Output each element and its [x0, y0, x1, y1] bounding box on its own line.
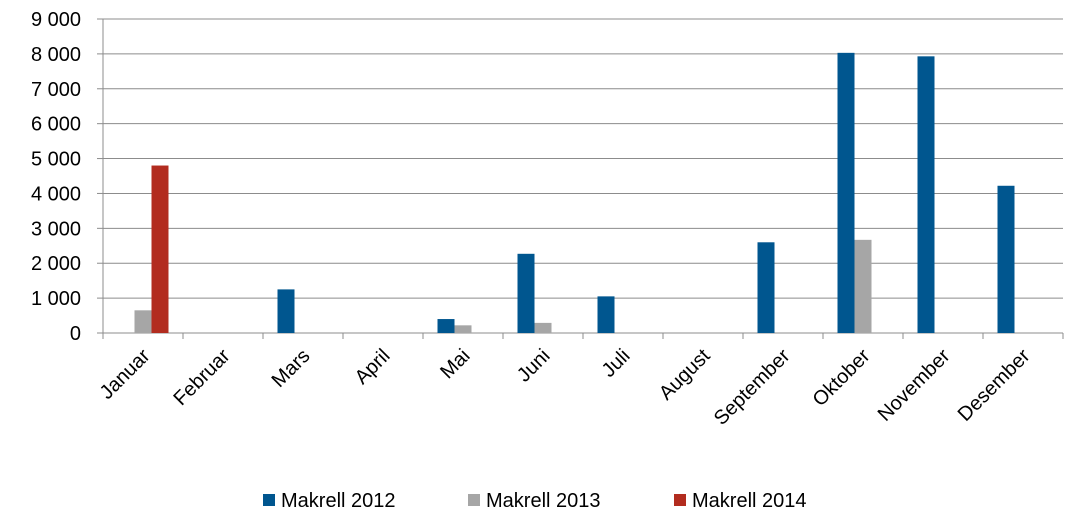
y-tick-label: 5 000 [31, 149, 81, 171]
y-tick-label: 0 [70, 323, 81, 345]
legend-swatch [263, 494, 275, 506]
legend-label: Makrell 2013 [486, 490, 601, 512]
bar [454, 325, 472, 333]
y-tick-label: 3 000 [31, 218, 81, 240]
x-tick-label: Mai [436, 345, 474, 383]
x-tick-label: Oktober [809, 345, 875, 411]
bar [854, 239, 872, 333]
bar [597, 296, 615, 333]
legend-label: Makrell 2014 [692, 490, 807, 512]
bar [757, 242, 775, 333]
y-tick-label: 2 000 [31, 253, 81, 275]
y-tick-label: 4 000 [31, 183, 81, 205]
y-tick-label: 8 000 [31, 44, 81, 66]
bar [997, 185, 1015, 333]
bar [517, 253, 535, 333]
x-tick-label: Juni [513, 345, 555, 387]
legend-swatch [468, 494, 480, 506]
x-tick-label: Juli [598, 345, 635, 382]
legend-label: Makrell 2012 [281, 490, 396, 512]
y-tick-label: 1 000 [31, 288, 81, 310]
x-tick-label: November [874, 345, 955, 426]
bar [277, 289, 295, 333]
x-tick-label: Desember [954, 345, 1035, 426]
x-tick-label: Mars [268, 345, 315, 392]
bar [534, 322, 552, 333]
x-tick-label: August [655, 345, 715, 405]
y-tick-label: 7 000 [31, 79, 81, 101]
bar [837, 52, 855, 333]
x-tick-label: September [710, 345, 795, 430]
bar [134, 310, 152, 333]
x-tick-label: April [351, 345, 395, 389]
bar [437, 319, 455, 333]
y-tick-label: 9 000 [31, 9, 81, 31]
bar [917, 56, 935, 333]
y-tick-label: 6 000 [31, 114, 81, 136]
legend-swatch [674, 494, 686, 506]
bar [151, 165, 169, 333]
x-tick-label: Januar [96, 345, 155, 404]
x-tick-label: Februar [169, 345, 234, 410]
